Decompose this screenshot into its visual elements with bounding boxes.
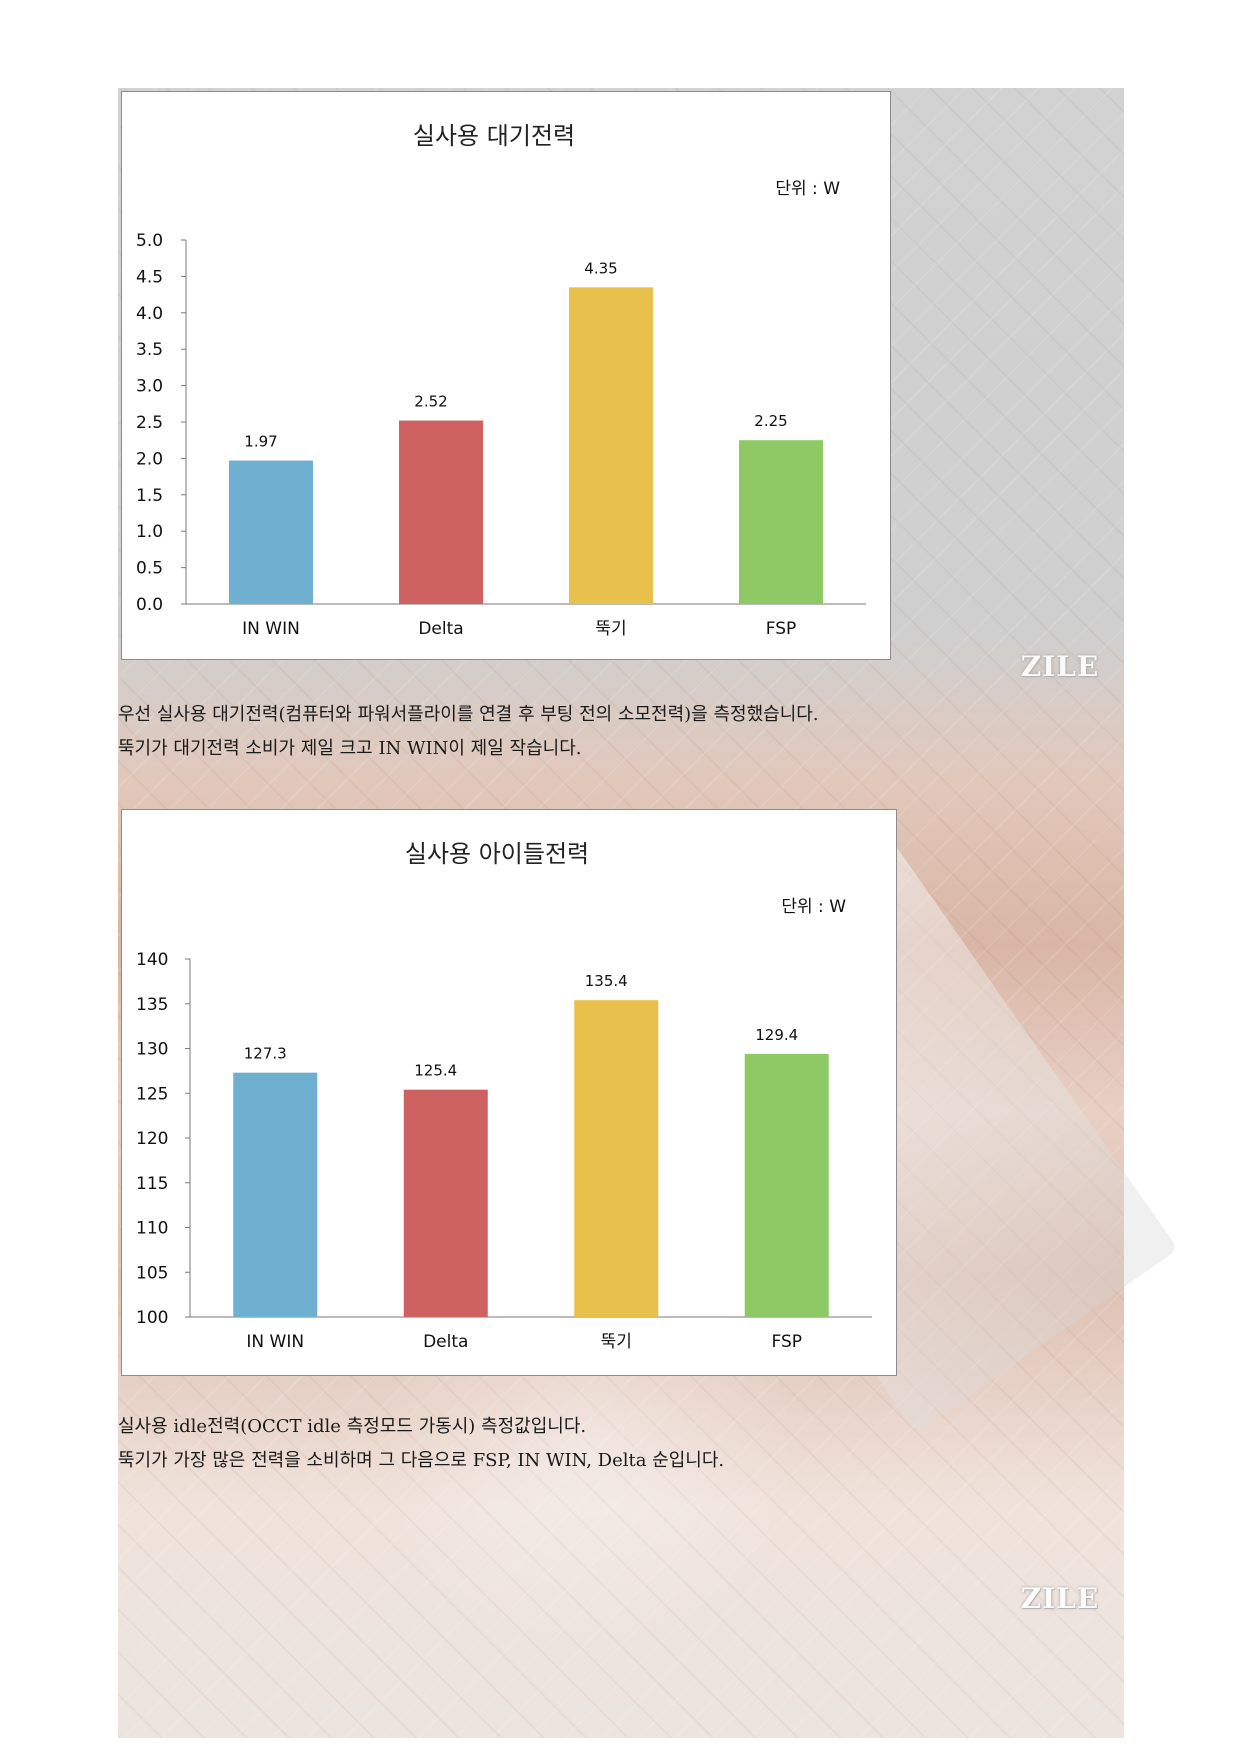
unit-label: 단위 : W: [781, 897, 846, 917]
logo-top: ZILE: [1000, 645, 1120, 687]
y-tick-label: 3.0: [136, 377, 163, 397]
y-tick-label: 130: [136, 1040, 168, 1060]
idle-paragraph: 실사용 idle전력(OCCT idle 측정모드 가동시) 측정값입니다. 뚝…: [118, 1410, 724, 1478]
data-label: 2.52: [414, 393, 447, 411]
y-tick-label: 0.0: [136, 595, 163, 615]
x-tick-label: IN WIN: [246, 1332, 304, 1352]
y-tick-label: 5.0: [136, 231, 163, 251]
data-label: 1.97: [244, 433, 277, 451]
y-tick-label: 1.5: [136, 486, 163, 506]
y-tick-label: 2.5: [136, 413, 163, 433]
y-tick-label: 4.0: [136, 304, 163, 324]
bar: [399, 420, 483, 604]
idle-paragraph-line-2: 뚝기가 가장 많은 전력을 소비하며 그 다음으로 FSP, IN WIN, D…: [118, 1450, 725, 1471]
x-tick-label: Delta: [423, 1332, 468, 1352]
bar: [569, 287, 653, 604]
idle-paragraph-line-1: 실사용 idle전력(OCCT idle 측정모드 가동시) 측정값입니다.: [118, 1416, 587, 1437]
y-tick-label: 0.5: [136, 559, 163, 579]
logo-text: ZILE: [1020, 649, 1100, 683]
y-tick-label: 140: [136, 950, 168, 970]
data-label: 4.35: [584, 259, 617, 277]
y-tick-label: 3.5: [136, 340, 163, 360]
bar: [233, 1072, 318, 1317]
y-tick-label: 120: [136, 1129, 168, 1149]
x-tick-label: 뚝기: [601, 1332, 632, 1352]
y-tick-label: 110: [136, 1219, 168, 1239]
y-tick-label: 4.5: [136, 267, 163, 287]
x-tick-label: Delta: [418, 619, 463, 639]
x-tick-label: IN WIN: [242, 619, 300, 639]
y-tick-label: 2.0: [136, 449, 163, 469]
logo-bottom: ZILE: [1000, 1577, 1120, 1619]
standby-paragraph-line-2: 뚝기가 대기전력 소비가 제일 크고 IN WIN이 제일 작습니다.: [118, 738, 582, 759]
y-tick-label: 105: [136, 1263, 168, 1283]
y-tick-label: 125: [136, 1084, 168, 1104]
standby-paragraph: 우선 실사용 대기전력(컴퓨터와 파워서플라이를 연결 후 부팅 전의 소모전력…: [118, 698, 819, 766]
data-label: 125.4: [414, 1062, 457, 1080]
x-tick-label: 뚝기: [595, 619, 626, 639]
bar: [403, 1089, 488, 1317]
bar: [744, 1053, 829, 1317]
logo-text: ZILE: [1020, 1581, 1100, 1615]
bar: [574, 1000, 659, 1317]
data-label: 127.3: [244, 1045, 287, 1063]
x-tick-label: FSP: [771, 1332, 802, 1352]
data-label: 129.4: [755, 1026, 798, 1044]
bar: [739, 440, 823, 604]
unit-label: 단위 : W: [775, 179, 840, 199]
chart-title: 실사용 아이들전력: [405, 840, 589, 868]
chart-title: 실사용 대기전력: [413, 122, 575, 150]
y-tick-label: 135: [136, 995, 168, 1015]
data-label: 135.4: [585, 972, 628, 990]
y-tick-label: 115: [136, 1174, 168, 1194]
bar: [229, 460, 313, 604]
y-tick-label: 1.0: [136, 522, 163, 542]
y-tick-label: 100: [136, 1308, 168, 1328]
data-label: 2.25: [754, 412, 787, 430]
x-tick-label: FSP: [766, 619, 797, 639]
standby-paragraph-line-1: 우선 실사용 대기전력(컴퓨터와 파워서플라이를 연결 후 부팅 전의 소모전력…: [118, 704, 819, 725]
